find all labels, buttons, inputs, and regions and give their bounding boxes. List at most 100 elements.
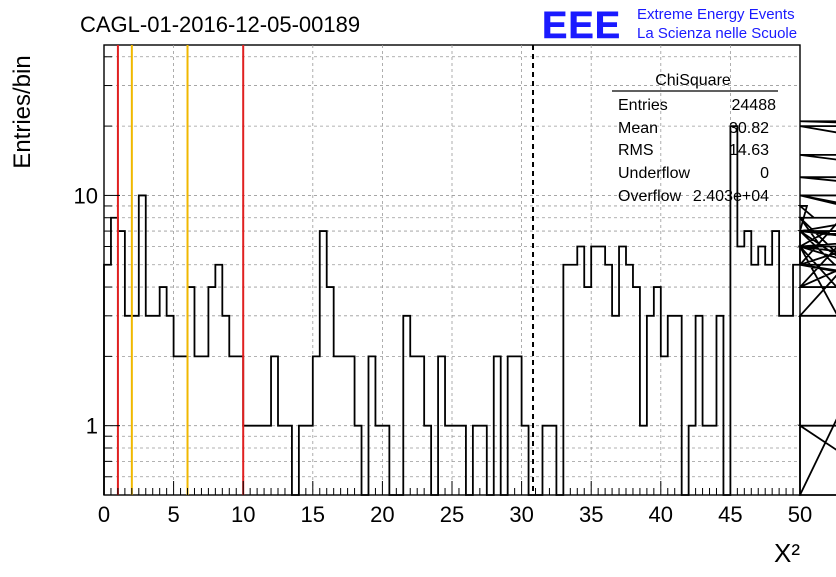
histogram-bin (710, 426, 717, 495)
histogram-bin (807, 206, 814, 495)
histogram-bin (640, 426, 647, 495)
stats-value-mean: 30.82 (729, 120, 769, 137)
x-axis-label: X² (774, 538, 800, 568)
histogram-bin (522, 426, 529, 495)
histogram-bin (730, 126, 737, 495)
histogram-bin (591, 246, 598, 495)
histogram-bin (132, 316, 139, 495)
histogram-bin (181, 356, 188, 495)
histogram-bin (271, 356, 278, 495)
histogram-bin (299, 426, 306, 495)
histogram-bin (250, 426, 257, 495)
stats-value-underflow: 0 (760, 165, 769, 182)
histogram-bin (689, 426, 696, 495)
histogram-bin (647, 316, 654, 495)
y-axis-label: Entries/bin (9, 55, 36, 168)
histogram-bin (243, 426, 250, 495)
histogram-bin (696, 316, 703, 495)
histogram-bin (229, 356, 236, 495)
marker-lines (116, 45, 535, 495)
histogram-bin (494, 356, 501, 495)
histogram-bin (480, 426, 487, 495)
stats-title: ChiSquare (655, 72, 731, 89)
histogram-bin (236, 356, 243, 495)
histogram-bin (619, 246, 626, 495)
histogram-bin (118, 231, 125, 495)
histogram-outline (103, 120, 836, 496)
x-tick-label: 5 (167, 502, 179, 527)
x-tick-label: 30 (509, 502, 533, 527)
histogram-bin (306, 426, 313, 495)
histogram-bin (821, 246, 828, 495)
histogram-bin (153, 316, 160, 495)
histogram-bin (758, 246, 765, 495)
stats-label-rms: RMS (618, 142, 654, 159)
histogram-bin (508, 356, 515, 495)
histogram-bin (438, 356, 445, 495)
histogram-bin (765, 265, 772, 495)
stats-label-mean: Mean (618, 120, 658, 137)
histogram-bin (577, 246, 584, 495)
histogram-bin (445, 426, 452, 495)
stats-value-rms: 14.63 (729, 142, 769, 159)
histogram-bin (800, 231, 807, 495)
histogram-bin (612, 316, 619, 495)
histogram-bin (703, 426, 710, 495)
histogram-bin (104, 265, 111, 495)
histogram-bin (146, 316, 153, 495)
stats-label-overflow: Overflow (618, 188, 682, 205)
x-tick-label: 15 (301, 502, 325, 527)
x-tick-label: 35 (579, 502, 603, 527)
histogram-bin (654, 287, 661, 495)
histogram-bin (160, 287, 167, 495)
histogram-bin (355, 426, 362, 495)
histogram-bin (626, 265, 633, 495)
histogram-bin (320, 231, 327, 495)
histogram-bin (633, 287, 640, 495)
histogram-bin (341, 356, 348, 495)
histogram-bin (167, 316, 174, 495)
x-tick-label: 0 (98, 502, 110, 527)
histogram-bin (661, 356, 668, 495)
logo-line-2: La Scienza nelle Scuole (637, 25, 797, 42)
histogram-bin (208, 287, 215, 495)
histogram-bin (368, 356, 375, 495)
histogram-bin (285, 426, 292, 495)
histogram-bin (744, 231, 751, 495)
axis-ticks: 0 5 10 15 20 25 30 35 40 45 50 1 10 (74, 56, 812, 527)
y-tick-label: 1 (86, 414, 98, 439)
histogram-bin (828, 231, 835, 495)
histogram-bin (598, 246, 605, 495)
stats-label-underflow: Underflow (618, 165, 690, 182)
histogram-bin (410, 356, 417, 495)
histogram-bin (424, 426, 431, 495)
x-tick-label: 40 (649, 502, 673, 527)
histogram-bin (264, 426, 271, 495)
histogram-bin (515, 356, 522, 495)
histogram-bin (570, 265, 577, 495)
histogram-bin (327, 287, 334, 495)
histogram-bin (772, 231, 779, 495)
histogram-bin (215, 265, 222, 495)
histogram-bin (375, 426, 382, 495)
histogram-bin (605, 265, 612, 495)
logo-eee: EEE (542, 5, 621, 47)
stats-value-entries: 24488 (732, 97, 777, 114)
histogram-bin (542, 426, 549, 495)
histogram-bin (779, 316, 786, 495)
histogram-bin (174, 356, 181, 495)
y-tick-label: 10 (74, 183, 98, 208)
histogram-bin (188, 287, 195, 495)
stats-box: ChiSquare Entries 24488 Mean 30.82 RMS 1… (612, 72, 778, 205)
histogram-bin (382, 426, 389, 495)
histogram-bin (139, 195, 146, 495)
logo-line-1: Extreme Energy Events (637, 6, 795, 23)
histogram-bin (563, 265, 570, 495)
histogram-bin (257, 426, 264, 495)
stats-value-overflow: 2.403e+04 (693, 188, 769, 205)
histogram-bin (334, 356, 341, 495)
histogram-bin (278, 426, 285, 495)
histogram-bin (737, 246, 744, 495)
